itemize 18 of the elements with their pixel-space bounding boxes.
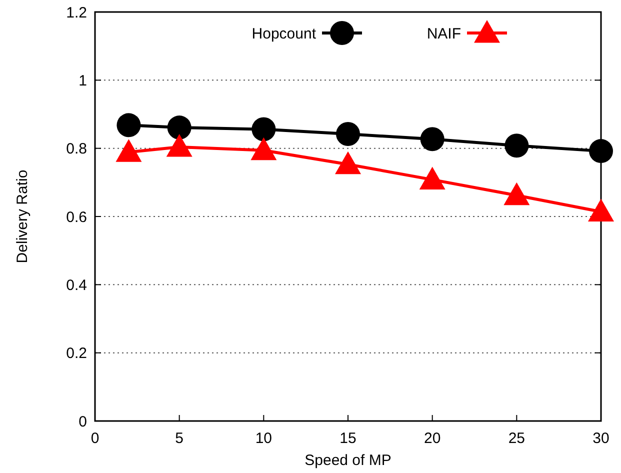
y-tick-label: 0.8 <box>66 140 87 158</box>
y-tick-label: 0.2 <box>66 345 87 362</box>
y-axis-title: Delivery Ratio <box>14 170 31 264</box>
x-tick-label: 10 <box>255 430 272 447</box>
legend-label: Hopcount <box>252 25 317 42</box>
legend-label: NAIF <box>426 25 461 42</box>
x-tick-label: 5 <box>175 430 184 447</box>
x-tick-label: 0 <box>90 430 100 447</box>
y-tick-label: 1.2 <box>66 4 87 22</box>
x-tick-label: 25 <box>508 430 526 447</box>
y-tick-label: 0.4 <box>66 276 87 294</box>
x-tick-label: 30 <box>592 430 610 447</box>
y-tick-label: 1 <box>78 72 87 90</box>
y-tick-label: 0.6 <box>66 208 87 226</box>
x-tick-label: 15 <box>340 430 356 447</box>
x-tick-label: 20 <box>424 430 441 447</box>
y-tick-label: 0 <box>78 413 87 430</box>
x-axis-title: Speed of MP <box>304 452 392 469</box>
